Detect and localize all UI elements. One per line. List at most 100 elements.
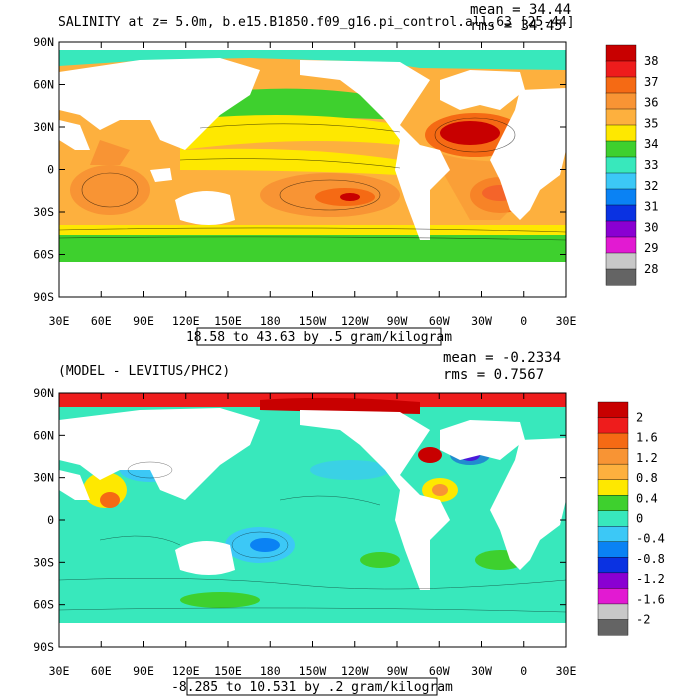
salinity-title: SALINITY at z= 5.0m, b.e15.B1850.f09_g16… [58,15,575,30]
colorbar-swatch [597,526,629,543]
colorbar-label: 1.6 [636,431,658,445]
y-tick-label: 30S [33,555,54,569]
x-tick-label: 60W [429,664,450,678]
colorbar-label: 29 [644,241,658,255]
colorbar-label: 35 [644,116,658,130]
colorbar-swatch [597,495,629,512]
colorbar-swatch [597,463,629,481]
colorbar-label: 38 [644,54,658,68]
x-tick-label: 120W [341,314,369,328]
colorbar-swatch [605,204,637,222]
y-tick-label: 30S [33,205,54,219]
salinity-panel: SALINITY at z= 5.0m, b.e15.B1850.f09_g16… [33,2,658,346]
salinity-mean: mean = 34.44 [470,2,571,18]
colorbar-swatch [605,124,637,142]
colorbar-swatch [605,92,637,110]
y-tick-label: 0 [47,513,54,527]
colorbar-swatch [605,252,637,270]
x-tick-label: 30E [556,664,577,678]
colorbar-label: -0.4 [636,532,665,546]
x-tick-label: 30E [556,314,577,328]
x-tick-label: 60E [91,664,112,678]
y-tick-label: 30N [33,120,54,134]
colorbar-swatch [597,510,629,527]
colorbar-label: 33 [644,158,658,172]
y-tick-label: 60N [33,78,54,92]
x-tick-label: 30E [49,664,70,678]
colorbar-swatch [597,401,629,419]
difference-x-axis: 30E 60E 90E 120E 150E 180 150W 120W 90W 60W 30W 0 30… [49,393,577,678]
salinity-map [59,42,566,297]
salinity-y-axis: 90N 60N 30N 0 30S 60S 90S [33,35,566,304]
x-tick-label: 150W [299,314,327,328]
colorbar-label: 1.2 [636,451,658,465]
colorbar-label: 36 [644,96,658,110]
salinity-colorbar: 38 37 36 35 34 33 32 31 30 29 28 [605,44,658,286]
x-tick-label: 180 [260,664,281,678]
difference-map [59,393,566,647]
x-tick-label: 180 [260,314,281,328]
colorbar-swatch [597,572,629,589]
x-tick-label: 30W [471,664,492,678]
difference-y-axis: 90N 60N 30N 0 30S 60S 90S [33,386,566,654]
colorbar-swatch [597,417,629,434]
x-tick-label: 90E [133,664,154,678]
difference-panel: (MODEL - LEVITUS/PHC2) mean = -0.2334 rm… [33,350,665,696]
colorbar-label: 30 [644,220,658,234]
land-mask [59,58,566,240]
x-tick-label: 120E [172,664,200,678]
colorbar-swatch [605,188,637,206]
x-tick-label: 150E [214,664,242,678]
colorbar-label: -1.2 [636,572,665,586]
colorbar-swatch [605,236,637,254]
y-tick-label: 90N [33,35,54,49]
y-tick-label: 0 [47,163,54,177]
colorbar-label: 0.8 [636,471,658,485]
x-tick-label: 90E [133,314,154,328]
x-tick-label: 60E [91,314,112,328]
colorbar-swatch [605,44,637,62]
colorbar-label: 37 [644,75,658,89]
y-tick-label: 90N [33,386,54,400]
colorbar-label: 28 [644,262,658,276]
x-tick-label: 120E [172,314,200,328]
colorbar-swatch [605,76,637,94]
difference-colorbar: 2 1.6 1.2 0.8 0.4 0 -0.4 -0.8 -1.2 -1.6 -2 [597,401,665,636]
colorbar-swatch [605,268,637,286]
colorbar-label: -1.6 [636,592,665,606]
x-tick-label: 30W [471,314,492,328]
colorbar-label: 0 [636,512,643,526]
colorbar-swatch [605,60,637,78]
difference-contour-info: -8.285 to 10.531 by .2 gram/kilogram [171,680,453,695]
colorbar-label: -0.8 [636,552,665,566]
salinity-x-axis: 30E 60E 90E 120E 150E 180 150W 120W 90W 60W 30W 0 30… [49,42,577,328]
difference-contour-info-box [186,677,438,696]
x-tick-label: 150W [299,664,327,678]
y-tick-label: 30N [33,471,54,485]
salinity-contour-info-box [196,327,442,346]
y-tick-label: 60S [33,598,54,612]
land-mask [59,408,566,590]
colorbar-swatch [605,220,637,238]
colorbar-swatch [605,156,637,174]
colorbar-label: 32 [644,179,658,193]
difference-rms: rms = 0.7567 [443,367,544,383]
colorbar-label: 2 [636,411,643,425]
colorbar-swatch [597,432,629,450]
colorbar-swatch [597,479,629,496]
colorbar-swatch [605,172,637,190]
y-tick-label: 90S [33,290,54,304]
x-tick-label: 60W [429,314,450,328]
difference-title: (MODEL - LEVITUS/PHC2) [58,364,230,379]
y-tick-label: 90S [33,640,54,654]
y-tick-label: 60N [33,428,54,442]
x-tick-label: 90W [387,314,408,328]
colorbar-swatch [597,603,629,620]
y-tick-label: 60S [33,248,54,262]
colorbar-swatch [597,588,629,605]
colorbar-swatch [605,140,637,158]
colorbar-swatch [597,557,629,574]
x-tick-label: 30E [49,314,70,328]
salinity-rms: rms = 34.45 [470,18,563,34]
x-tick-label: 90W [387,664,408,678]
